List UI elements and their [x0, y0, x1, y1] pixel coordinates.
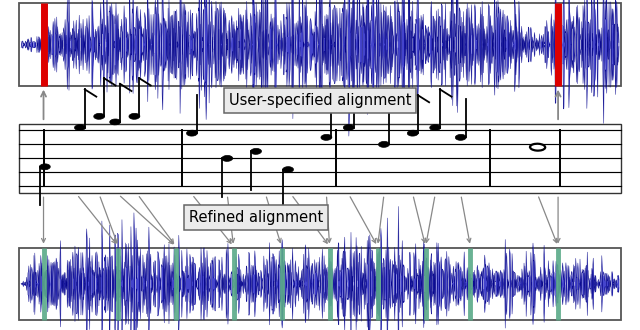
Ellipse shape	[93, 114, 105, 119]
Text: User-specified alignment: User-specified alignment	[228, 93, 412, 108]
Ellipse shape	[321, 134, 332, 140]
Ellipse shape	[407, 130, 419, 136]
Ellipse shape	[455, 134, 467, 140]
Ellipse shape	[39, 164, 51, 170]
Ellipse shape	[429, 125, 441, 130]
Bar	[19, 124, 621, 193]
Ellipse shape	[129, 114, 140, 119]
Ellipse shape	[109, 119, 121, 125]
Ellipse shape	[221, 155, 233, 161]
Ellipse shape	[530, 144, 545, 150]
Ellipse shape	[250, 148, 262, 154]
Ellipse shape	[186, 130, 198, 136]
Ellipse shape	[282, 167, 294, 173]
Text: Refined alignment: Refined alignment	[189, 210, 323, 225]
Ellipse shape	[378, 142, 390, 147]
Bar	[19, 248, 621, 320]
Ellipse shape	[343, 125, 355, 130]
Ellipse shape	[74, 125, 86, 130]
Bar	[19, 3, 621, 86]
